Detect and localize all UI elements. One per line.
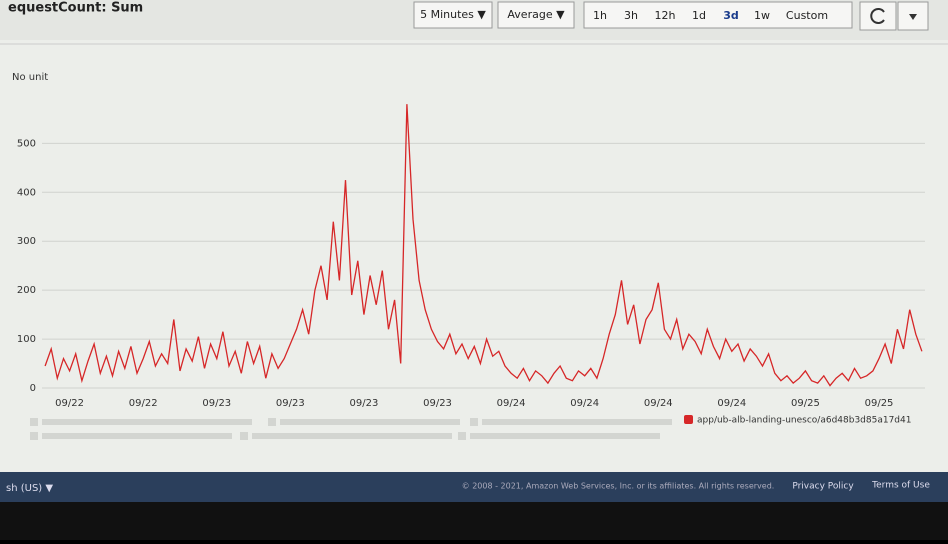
x-tick-label: 09/24 [570,398,599,409]
legend-swatch [268,418,276,426]
x-tick-label: 09/25 [791,398,820,409]
legend-label[interactable]: app/ub-alb-landing-unesco/a6d48b3d85a17d… [697,416,911,426]
screen: equestCount: Sum 5 Minutes ▼ Average ▼ 1… [0,0,948,540]
legend-blur [42,433,232,439]
range-button[interactable]: 1w [754,9,770,22]
legend-swatch [684,415,693,424]
range-button[interactable]: Custom [786,9,828,22]
monitor-bezel [0,502,948,540]
x-tick-label: 09/23 [350,398,379,409]
period-text: 5 Minutes ▼ [420,8,486,21]
privacy-link[interactable]: Privacy Policy [792,482,854,492]
legend-blur [42,419,252,425]
legend-swatch [240,432,248,440]
range-button[interactable]: 3h [624,9,638,22]
y-tick-label: 400 [17,187,36,198]
y-tick-label: 300 [17,236,36,247]
terms-link[interactable]: Terms of Use [871,481,930,491]
x-tick-label: 09/24 [644,398,673,409]
stat-text: Average ▼ [507,8,565,21]
x-tick-label: 09/22 [129,398,158,409]
y-tick-label: 100 [17,334,36,345]
range-button[interactable]: 1d [692,9,706,22]
legend-blur [252,433,452,439]
legend-swatch [30,418,38,426]
y-tick-label: 0 [30,383,36,394]
legend-blur [470,433,660,439]
x-tick-label: 09/23 [276,398,305,409]
legend-blur [280,419,460,425]
x-tick-label: 09/24 [717,398,746,409]
refresh-button[interactable] [860,2,896,30]
legend-swatch [470,418,478,426]
y-axis-label: No unit [12,72,48,83]
legend-blur [482,419,672,425]
legend-swatch [458,432,466,440]
x-tick-label: 09/24 [497,398,526,409]
range-button[interactable]: 12h [655,9,676,22]
widget-title: equestCount: Sum [8,1,143,16]
range-button[interactable]: 3d [723,9,739,22]
copyright: © 2008 - 2021, Amazon Web Services, Inc.… [462,482,775,491]
y-tick-label: 500 [17,138,36,149]
language-select[interactable]: sh (US) ▼ [6,483,53,494]
x-tick-label: 09/25 [865,398,894,409]
y-tick-label: 200 [17,285,36,296]
legend-swatch [30,432,38,440]
x-tick-label: 09/23 [423,398,452,409]
range-button[interactable]: 1h [593,9,607,22]
x-tick-label: 09/23 [202,398,231,409]
x-tick-label: 09/22 [55,398,84,409]
